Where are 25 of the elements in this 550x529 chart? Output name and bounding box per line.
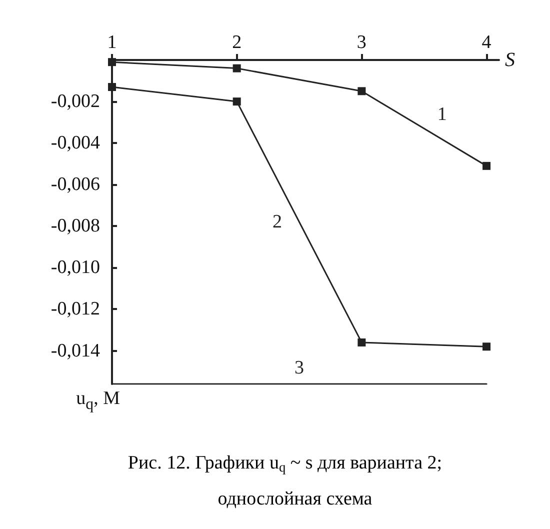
x-tick-label: 1 xyxy=(107,32,117,53)
x-tick-label: 3 xyxy=(356,32,366,53)
y-tick-label: -0,010 xyxy=(50,257,100,278)
x-tick-label: 4 xyxy=(482,32,492,53)
y-tick-label: -0,004 xyxy=(50,132,100,154)
x-tick-label: 2 xyxy=(232,32,242,53)
x-axis-title: S xyxy=(505,49,515,71)
series-label: 1 xyxy=(437,104,447,126)
y-tick-label: -0,006 xyxy=(50,174,100,196)
y-tick-label: -0,008 xyxy=(50,216,100,237)
text: однослойная схема xyxy=(218,488,373,510)
point xyxy=(108,58,116,66)
point xyxy=(358,338,366,346)
point xyxy=(482,342,491,351)
point xyxy=(482,162,491,170)
point xyxy=(232,64,241,72)
y-tick-label: -0,012 xyxy=(50,298,100,320)
y-axis-title: u$_{q}$, M xyxy=(75,388,120,415)
y-tick-label: -0,014 xyxy=(50,340,100,362)
series-label: 2 xyxy=(272,212,282,232)
point xyxy=(358,87,366,96)
series-label: 3 xyxy=(294,358,304,378)
y-tick-label: -0,002 xyxy=(50,91,100,112)
point xyxy=(232,98,241,106)
point xyxy=(108,83,116,91)
